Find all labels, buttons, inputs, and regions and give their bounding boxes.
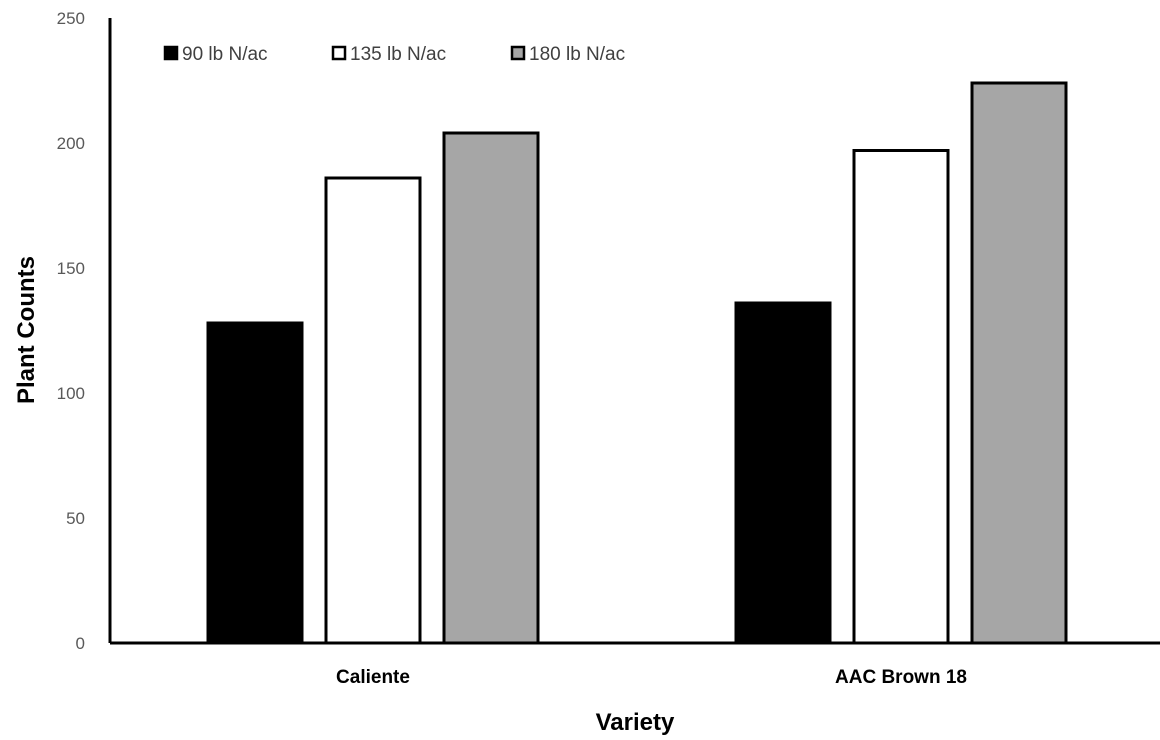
- legend-swatch: [163, 45, 179, 61]
- bar-aac-brown-18-series-2: [852, 149, 950, 645]
- legend-swatch: [510, 45, 526, 61]
- legend-item: 180 lb N/ac: [510, 44, 625, 65]
- x-category-label: AAC Brown 18: [835, 667, 967, 688]
- legend-swatch: [331, 45, 347, 61]
- x-axis-title: Variety: [596, 709, 675, 736]
- bars: [206, 81, 1068, 645]
- bar-aac-brown-18-series-1: [734, 301, 832, 645]
- x-category-label: Caliente: [336, 667, 410, 688]
- y-tick-label: 0: [76, 634, 85, 653]
- bar-caliente-series-1: [206, 321, 304, 645]
- bar-caliente-series-2: [324, 176, 422, 645]
- y-axis-title: Plant Counts: [13, 256, 40, 404]
- y-axis-ticks: 0 50 100 150 200 250: [57, 9, 85, 653]
- y-tick-label: 100: [57, 384, 85, 403]
- legend-label: 90 lb N/ac: [182, 44, 268, 65]
- y-tick-label: 250: [57, 9, 85, 28]
- x-axis-category-labels: Caliente AAC Brown 18: [336, 667, 967, 688]
- bar-caliente-series-3: [442, 131, 540, 645]
- y-tick-label: 150: [57, 259, 85, 278]
- legend: 90 lb N/ac 135 lb N/ac 180 lb N/ac: [163, 44, 625, 65]
- y-tick-label: 200: [57, 134, 85, 153]
- legend-item: 135 lb N/ac: [331, 44, 446, 65]
- legend-item: 90 lb N/ac: [163, 44, 268, 65]
- y-tick-label: 50: [66, 509, 85, 528]
- legend-label: 180 lb N/ac: [529, 44, 625, 65]
- legend-label: 135 lb N/ac: [350, 44, 446, 65]
- bar-aac-brown-18-series-3: [970, 81, 1068, 645]
